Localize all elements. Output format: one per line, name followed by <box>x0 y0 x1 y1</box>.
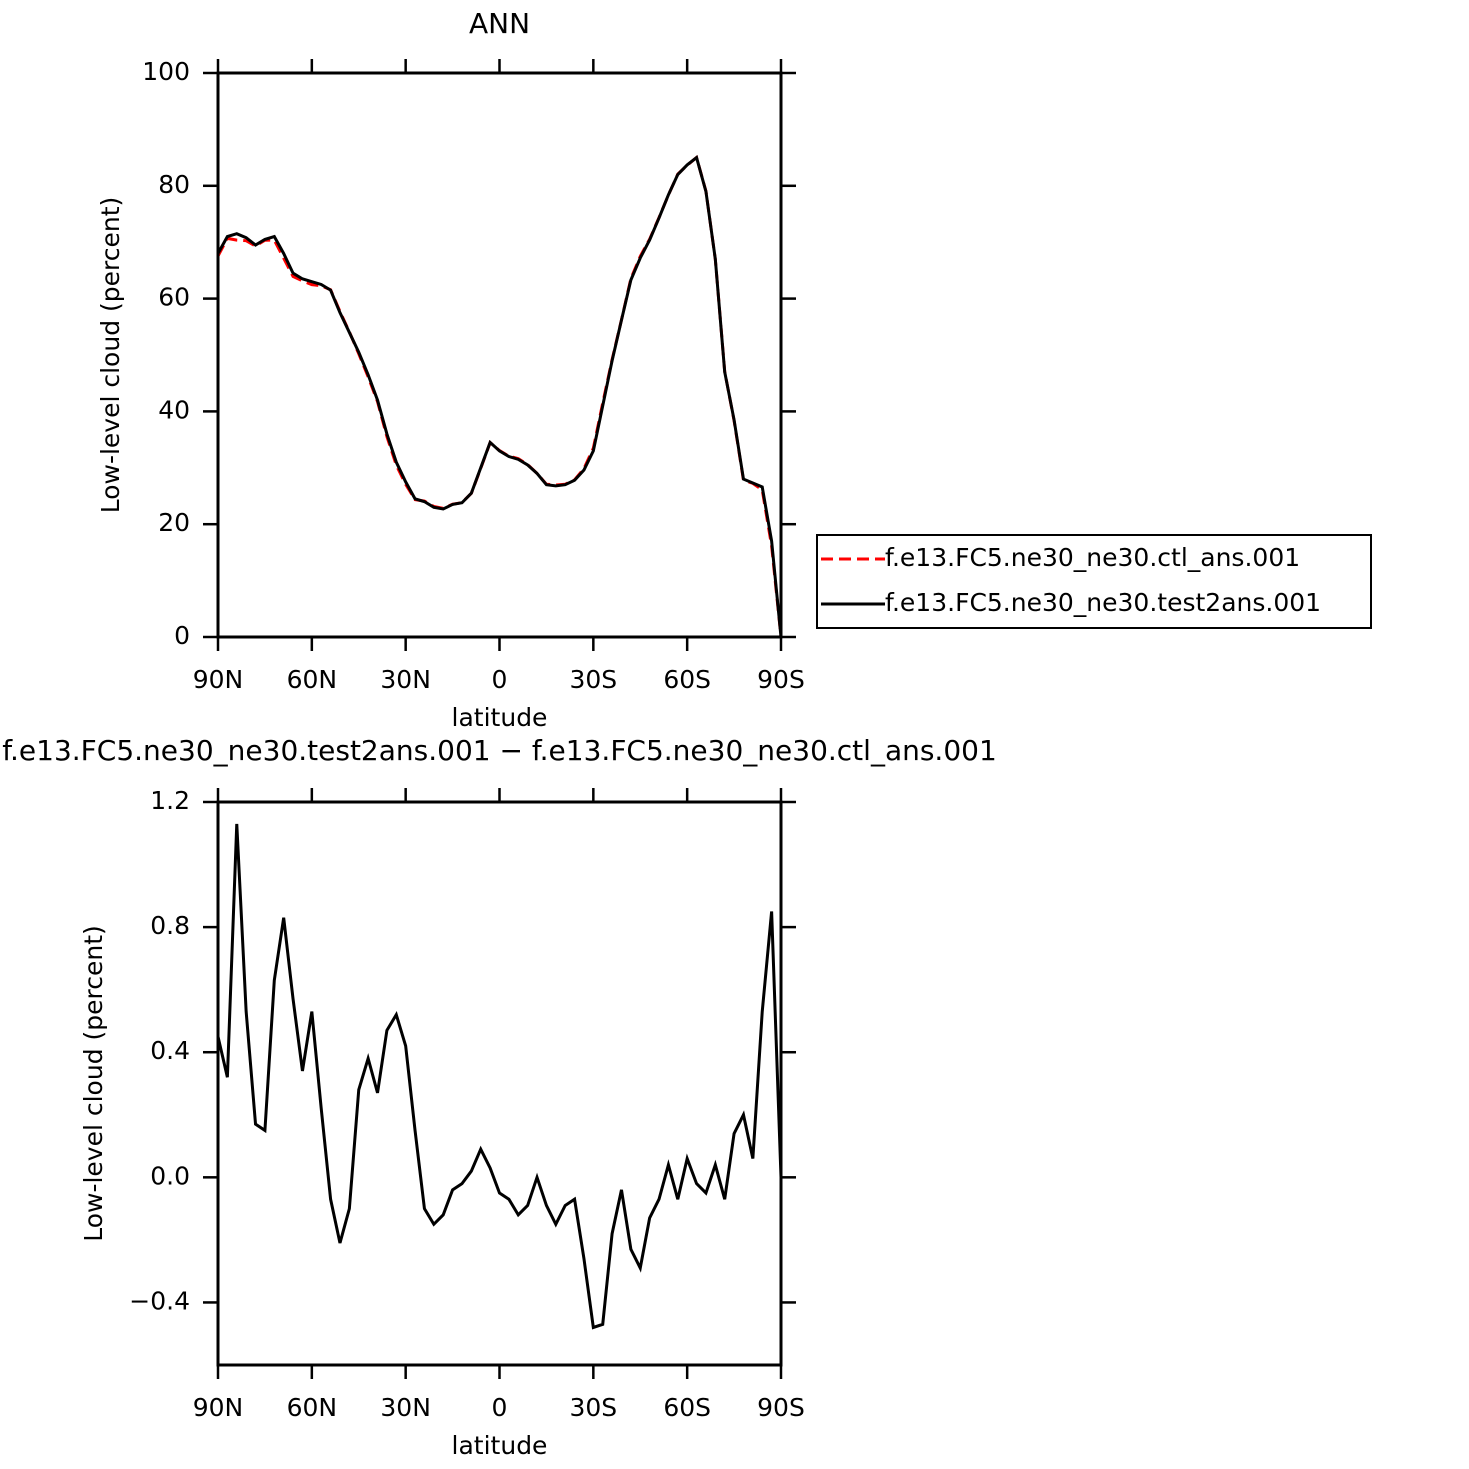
y-axis-label: Low-level cloud (percent) <box>79 925 108 1242</box>
chart-title: f.e13.FC5.ne30_ne30.test2ans.001 − f.e13… <box>2 734 997 767</box>
x-tick-label: 30S <box>569 665 617 694</box>
plot-frame <box>216 71 783 639</box>
x-tick-label: 60S <box>663 665 711 694</box>
data-line <box>218 155 781 638</box>
x-tick-label: 60N <box>287 665 338 694</box>
legend-label: f.e13.FC5.ne30_ne30.test2ans.001 <box>885 588 1321 617</box>
y-tick-label: 100 <box>142 57 190 86</box>
y-tick-label: 60 <box>158 283 190 312</box>
y-tick-label: 40 <box>158 395 190 424</box>
y-tick-label: 0.0 <box>150 1161 190 1190</box>
x-axis-label: latitude <box>452 1431 548 1460</box>
x-tick-label: 0 <box>492 665 508 694</box>
x-axis-label: latitude <box>452 703 548 732</box>
x-tick-label: 90N <box>193 665 244 694</box>
y-tick-label: 0.4 <box>150 1036 190 1065</box>
y-tick-label: −0.4 <box>129 1286 190 1315</box>
y-tick-label: 80 <box>158 170 190 199</box>
x-tick-label: 90S <box>757 1393 805 1422</box>
legend-label: f.e13.FC5.ne30_ne30.ctl_ans.001 <box>885 543 1300 572</box>
chart-title: ANN <box>469 7 530 40</box>
x-tick-label: 30N <box>380 665 431 694</box>
y-tick-label: 0.8 <box>150 911 190 940</box>
x-tick-label: 60S <box>663 1393 711 1422</box>
legend-box <box>816 534 1372 629</box>
y-tick-label: 20 <box>158 508 190 537</box>
x-tick-label: 90N <box>193 1393 244 1422</box>
x-tick-label: 0 <box>492 1393 508 1422</box>
y-axis-label: Low-level cloud (percent) <box>96 197 125 514</box>
x-tick-label: 90S <box>757 665 805 694</box>
x-tick-label: 60N <box>287 1393 338 1422</box>
data-line <box>218 154 781 638</box>
x-tick-label: 30S <box>569 1393 617 1422</box>
y-tick-label: 0 <box>174 621 190 650</box>
x-tick-label: 30N <box>380 1393 431 1422</box>
plot-frame <box>216 800 783 1367</box>
y-tick-label: 1.2 <box>150 786 190 815</box>
data-line <box>218 823 781 1330</box>
